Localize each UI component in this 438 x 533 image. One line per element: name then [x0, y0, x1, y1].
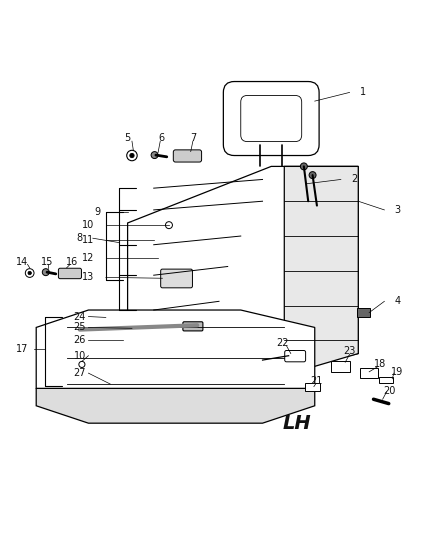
- Text: 16: 16: [66, 257, 78, 267]
- Circle shape: [309, 172, 316, 179]
- FancyBboxPatch shape: [183, 322, 203, 331]
- Text: 23: 23: [343, 346, 356, 357]
- Text: 25: 25: [74, 322, 86, 333]
- Text: 22: 22: [276, 338, 288, 348]
- Circle shape: [127, 150, 137, 161]
- Text: 5: 5: [124, 133, 131, 143]
- FancyBboxPatch shape: [161, 269, 192, 288]
- Circle shape: [130, 154, 134, 158]
- Text: 10: 10: [82, 220, 95, 230]
- Text: 20: 20: [383, 385, 396, 395]
- Circle shape: [42, 269, 49, 276]
- Circle shape: [300, 163, 307, 170]
- FancyBboxPatch shape: [173, 150, 201, 162]
- Text: 11: 11: [82, 236, 95, 245]
- Text: 4: 4: [394, 296, 400, 306]
- Circle shape: [166, 222, 173, 229]
- FancyBboxPatch shape: [305, 383, 320, 391]
- Circle shape: [79, 361, 85, 367]
- Polygon shape: [36, 389, 315, 423]
- FancyBboxPatch shape: [58, 268, 81, 279]
- Text: 2: 2: [351, 174, 357, 184]
- Text: 19: 19: [391, 367, 403, 377]
- Circle shape: [151, 151, 158, 158]
- Text: 10: 10: [74, 351, 86, 361]
- Polygon shape: [36, 310, 315, 406]
- Text: 15: 15: [41, 257, 53, 267]
- Text: 8: 8: [77, 233, 83, 243]
- Text: 21: 21: [311, 376, 323, 385]
- FancyBboxPatch shape: [357, 308, 370, 318]
- Text: 13: 13: [82, 272, 95, 282]
- Polygon shape: [127, 166, 358, 375]
- Text: LH: LH: [283, 414, 312, 433]
- Text: 14: 14: [16, 257, 28, 267]
- Polygon shape: [284, 166, 358, 375]
- Text: 17: 17: [16, 344, 28, 354]
- FancyBboxPatch shape: [223, 82, 319, 156]
- Circle shape: [28, 271, 32, 275]
- Text: 24: 24: [74, 312, 86, 321]
- FancyBboxPatch shape: [285, 351, 306, 362]
- Text: 18: 18: [374, 359, 386, 369]
- Text: 12: 12: [82, 253, 95, 263]
- Text: 6: 6: [159, 133, 165, 143]
- FancyBboxPatch shape: [241, 95, 302, 142]
- Circle shape: [25, 269, 34, 277]
- Text: 3: 3: [394, 205, 400, 215]
- FancyBboxPatch shape: [331, 360, 350, 372]
- Text: 1: 1: [360, 87, 366, 98]
- Text: 26: 26: [74, 335, 86, 345]
- FancyBboxPatch shape: [360, 368, 378, 378]
- Text: 7: 7: [190, 133, 196, 143]
- FancyBboxPatch shape: [379, 377, 393, 383]
- Text: 9: 9: [94, 207, 100, 217]
- Text: 27: 27: [74, 368, 86, 378]
